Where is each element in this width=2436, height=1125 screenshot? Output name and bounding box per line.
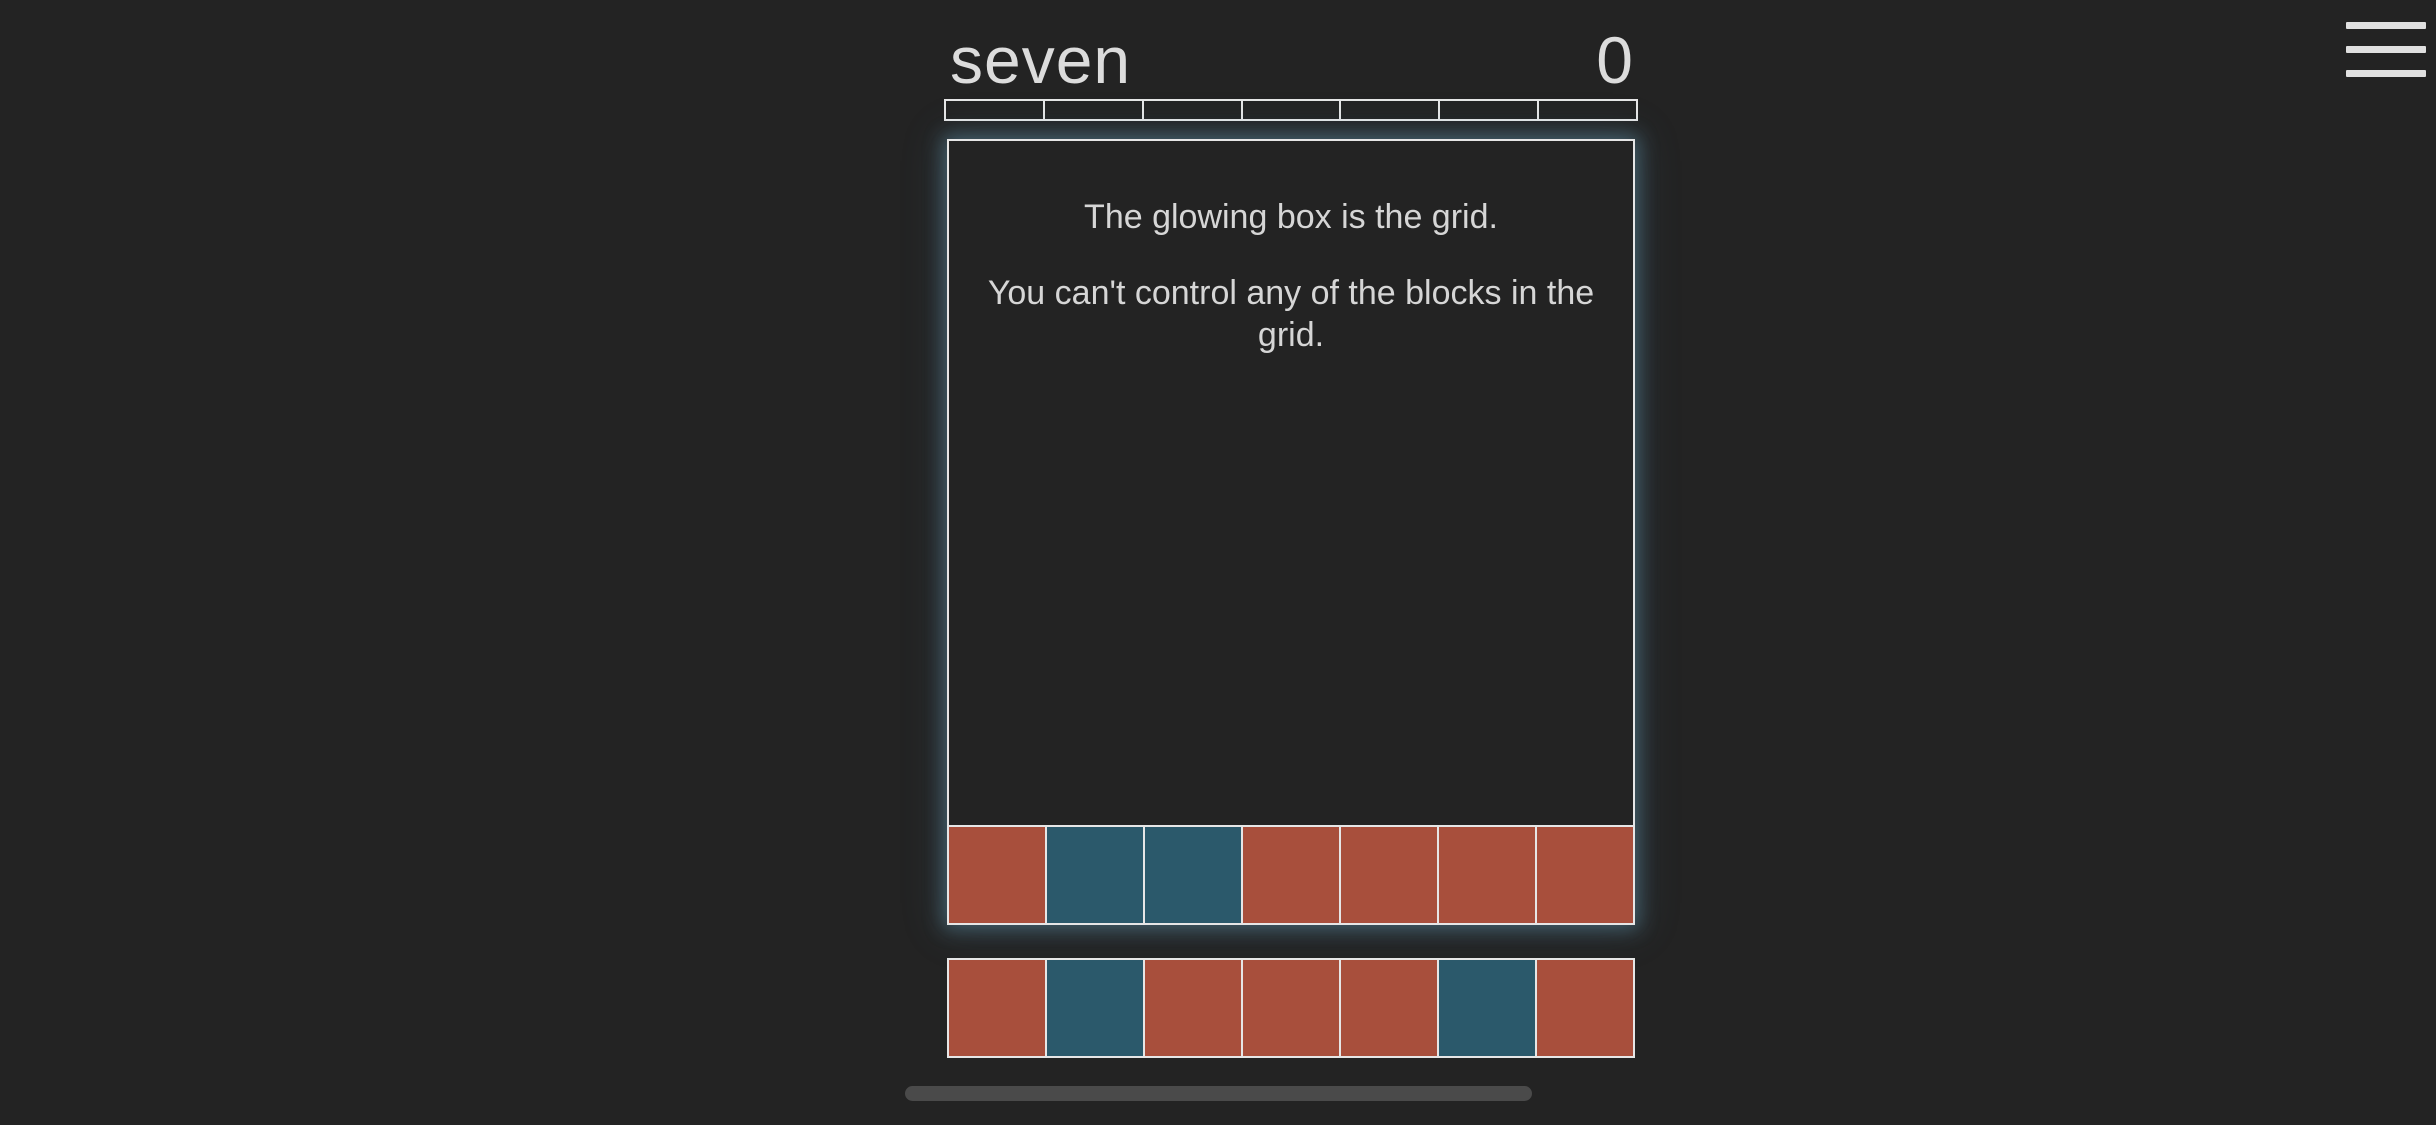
grid-block-red — [1341, 827, 1439, 923]
level-title: seven — [950, 23, 1132, 97]
grid-block-red — [1243, 827, 1341, 923]
incoming-block-red — [949, 960, 1047, 1056]
grid-block-red — [949, 827, 1047, 923]
grid-block-red — [1439, 827, 1537, 923]
menu-bar — [2346, 70, 2426, 77]
score-counter: 0 — [1596, 23, 1633, 97]
incoming-block-row — [947, 958, 1635, 1058]
incoming-block-red — [1341, 960, 1439, 1056]
incoming-block-red — [1537, 960, 1633, 1056]
progress-segment — [1539, 101, 1636, 119]
progress-segment — [946, 101, 1045, 119]
incoming-block-teal — [1439, 960, 1537, 1056]
progress-segment — [1341, 101, 1441, 119]
tutorial-line-2: You can't control any of the blocks in t… — [987, 274, 1595, 354]
grid-block-row — [949, 825, 1633, 923]
horizontal-scrollbar[interactable] — [905, 1086, 1532, 1101]
game-grid: The glowing box is the grid. You can't c… — [947, 139, 1635, 925]
grid-block-teal — [1047, 827, 1145, 923]
progress-segment — [1144, 101, 1243, 119]
grid-block-red — [1537, 827, 1633, 923]
menu-bar — [2346, 46, 2426, 53]
incoming-block-teal — [1047, 960, 1145, 1056]
incoming-block-red — [1243, 960, 1341, 1056]
grid-block-teal — [1145, 827, 1243, 923]
tutorial-text: The glowing box is the grid. You can't c… — [949, 196, 1633, 390]
progress-segment — [1045, 101, 1144, 119]
level-progress-bar — [944, 99, 1638, 121]
incoming-block-red — [1145, 960, 1243, 1056]
progress-segment — [1440, 101, 1540, 119]
menu-bar — [2346, 22, 2426, 29]
progress-segment — [1243, 101, 1342, 119]
hamburger-menu-icon[interactable] — [2346, 22, 2426, 80]
tutorial-line-1: The glowing box is the grid. — [1084, 198, 1498, 236]
